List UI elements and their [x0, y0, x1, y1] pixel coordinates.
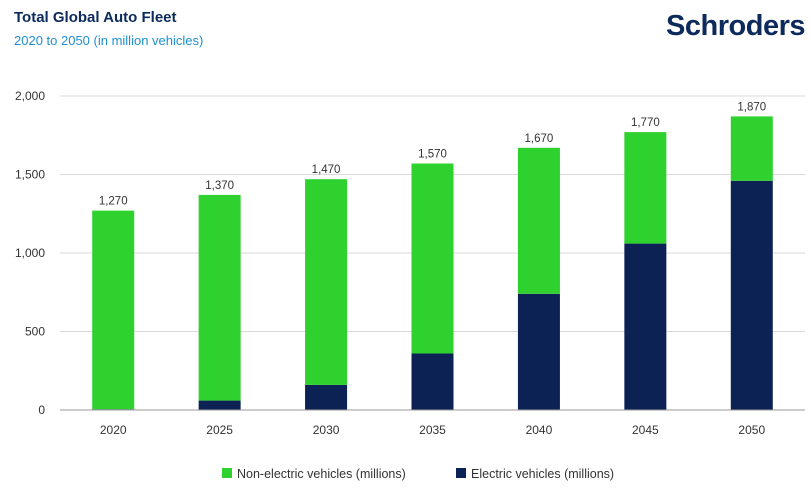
data-label-total: 1,270 [99, 196, 128, 208]
x-tick-label: 2035 [419, 423, 446, 437]
legend-swatch-electric [456, 468, 466, 478]
y-tick-label: 1,000 [15, 246, 45, 260]
data-label-total: 1,370 [205, 180, 234, 192]
data-label-total: 1,570 [418, 149, 447, 161]
chart-subtitle: 2020 to 2050 (in million vehicles) [14, 33, 204, 48]
bar-non-electric [92, 210, 135, 410]
bar-non-electric [624, 132, 667, 244]
legend-label-electric: Electric vehicles (millions) [471, 467, 614, 481]
data-label-total: 1,470 [312, 164, 341, 176]
x-tick-label: 2045 [632, 423, 659, 437]
y-tick-label: 2,000 [15, 89, 45, 103]
x-tick-label: 2020 [100, 423, 127, 437]
data-label-total: 1,870 [737, 101, 766, 113]
bar-non-electric [411, 163, 454, 354]
x-tick-label: 2050 [738, 423, 765, 437]
bar-electric [411, 353, 454, 410]
bar-electric [517, 293, 560, 410]
bar-electric [624, 243, 667, 410]
legend-label-non-electric: Non-electric vehicles (millions) [237, 467, 406, 481]
bar-non-electric [730, 116, 773, 181]
y-tick-label: 500 [25, 325, 45, 339]
legend-swatch-non-electric [222, 468, 232, 478]
data-label-total: 1,770 [631, 117, 660, 129]
y-tick-label: 1,500 [15, 168, 45, 182]
chart-title: Total Global Auto Fleet [14, 9, 177, 26]
x-tick-label: 2030 [313, 423, 340, 437]
bar-non-electric [305, 179, 348, 385]
bar-electric [198, 400, 241, 410]
bar-electric [305, 384, 348, 410]
x-tick-label: 2040 [526, 423, 553, 437]
data-label-total: 1,670 [525, 133, 554, 145]
bar-non-electric [198, 194, 241, 401]
brand-logo: Schroders [666, 10, 805, 42]
bar-non-electric [517, 147, 560, 294]
x-tick-label: 2025 [206, 423, 233, 437]
y-tick-label: 0 [38, 403, 45, 417]
bar-electric [730, 180, 773, 410]
